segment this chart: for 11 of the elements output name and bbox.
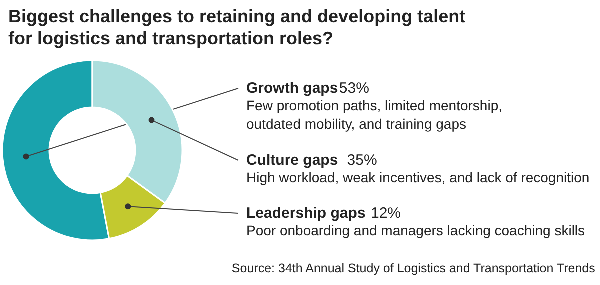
data-label: 12% [371, 205, 402, 222]
source-note: Source: 34th Annual Study of Logistics and Transportation Trends [232, 262, 596, 276]
data-label: 35% [347, 152, 378, 169]
chart-title: Biggest challenges to retaining and developing talent for logistics and transportation roles? [8, 6, 466, 48]
data-label: 53% [339, 80, 370, 97]
slice-label: Leadership gaps [246, 205, 366, 222]
text: Few promotion paths, limited mentorship, outdated mobility, and training gaps [246, 98, 502, 132]
text: Poor onboarding and managers lacking coaching skills [246, 222, 586, 238]
text: High workload, weak incentives, and lack of recognition [246, 170, 590, 186]
slice-label: Culture gaps [246, 152, 338, 169]
slice-label: Growth gaps [246, 80, 338, 97]
